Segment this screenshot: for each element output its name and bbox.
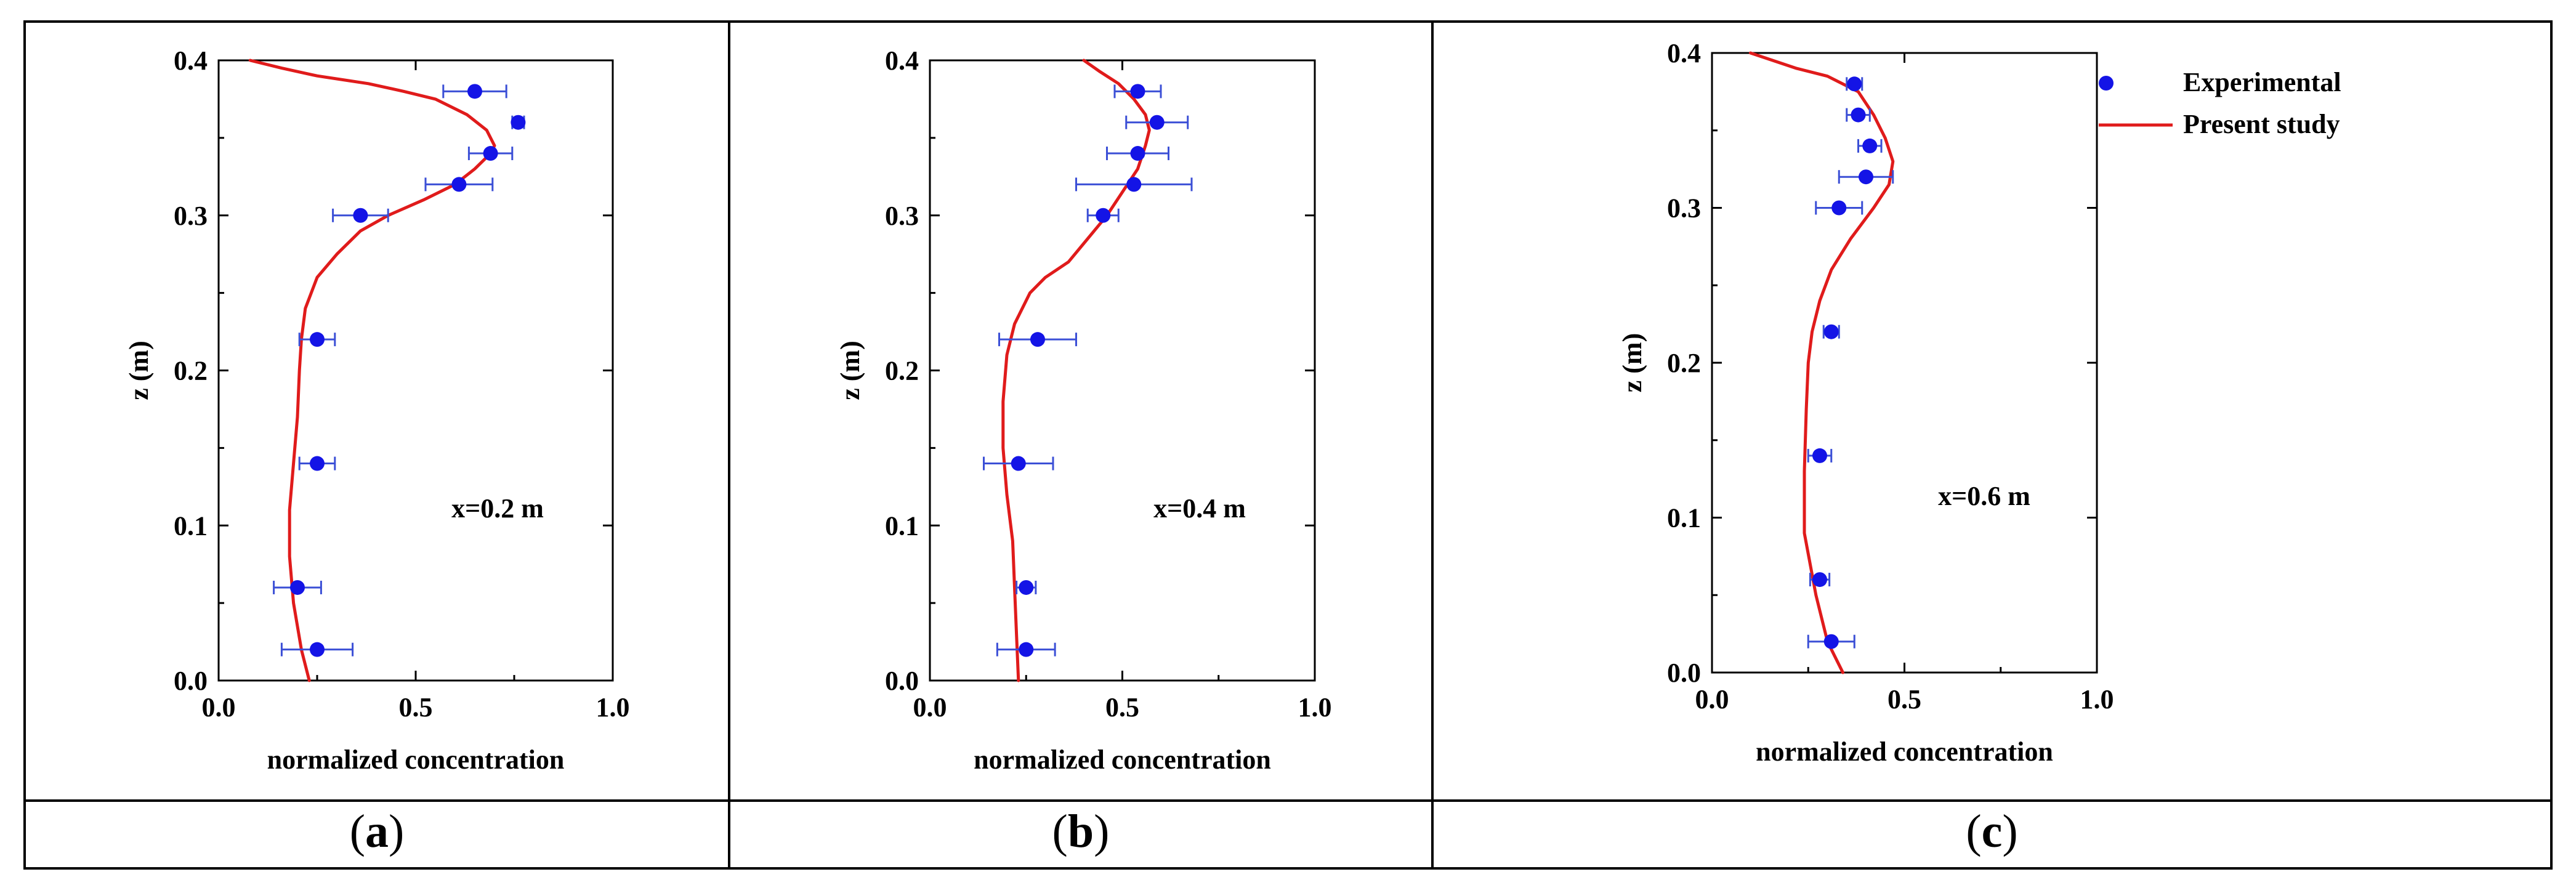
data-point bbox=[1862, 138, 1878, 153]
y-tick-label: 0.3 bbox=[174, 201, 208, 231]
data-point bbox=[1126, 177, 1142, 192]
data-point bbox=[1823, 634, 1839, 649]
legend-marker-experimental bbox=[2099, 76, 2114, 91]
y-tick-label: 0.1 bbox=[1667, 503, 1701, 533]
position-annotation: x=0.6 m bbox=[1938, 481, 2030, 511]
data-point bbox=[483, 146, 498, 161]
x-tick-label: 1.0 bbox=[1298, 692, 1332, 722]
data-point bbox=[1011, 456, 1026, 471]
data-point bbox=[310, 642, 325, 657]
caption-b-letter: b bbox=[1067, 806, 1094, 857]
x-tick-label: 1.0 bbox=[596, 692, 630, 722]
x-tick-label: 0.5 bbox=[1105, 692, 1139, 722]
y-tick-label: 0.3 bbox=[1667, 193, 1701, 224]
data-point bbox=[1019, 642, 1034, 657]
caption-b: (b) bbox=[1052, 806, 1110, 857]
table-frame bbox=[23, 20, 2553, 870]
data-point bbox=[1149, 115, 1165, 130]
y-tick-label: 0.2 bbox=[885, 356, 919, 386]
y-axis-label: z (m) bbox=[835, 341, 865, 400]
model-line bbox=[1001, 59, 1151, 682]
model-line bbox=[1749, 51, 1895, 674]
position-annotation: x=0.2 m bbox=[451, 493, 544, 523]
y-tick-label: 0.2 bbox=[1667, 348, 1701, 378]
legend-label-model: Present study bbox=[2183, 109, 2340, 139]
data-point bbox=[1812, 572, 1827, 588]
y-tick-label: 0.0 bbox=[174, 666, 208, 696]
y-tick-label: 0.4 bbox=[885, 46, 919, 76]
data-point bbox=[451, 177, 467, 192]
y-tick-label: 0.0 bbox=[885, 666, 919, 696]
data-point bbox=[1847, 76, 1862, 92]
data-point bbox=[1130, 146, 1145, 161]
y-tick-label: 0.3 bbox=[885, 201, 919, 231]
data-point bbox=[1096, 208, 1111, 223]
x-tick-label: 0.0 bbox=[913, 692, 947, 722]
x-axis-label: normalized concentration bbox=[267, 745, 565, 775]
y-axis-label: z (m) bbox=[1617, 333, 1647, 393]
legend-label-experimental: Experimental bbox=[2183, 67, 2341, 97]
x-tick-label: 0.5 bbox=[1888, 684, 1921, 714]
x-tick-label: 0.5 bbox=[399, 692, 433, 722]
plot-frame bbox=[1711, 52, 2098, 674]
y-tick-label: 0.1 bbox=[885, 511, 919, 541]
chart-panel-a: 0.0 0.5 1.0 0.0 0.1 0.2 0.3 0.4 normalized conce… bbox=[124, 46, 630, 775]
x-axis-label: normalized concentration bbox=[974, 745, 1271, 775]
data-point bbox=[290, 580, 305, 595]
table-border bbox=[23, 20, 2553, 870]
data-point bbox=[1831, 200, 1847, 216]
y-tick-label: 0.4 bbox=[174, 46, 208, 76]
y-tick-label: 0.4 bbox=[1667, 38, 1701, 68]
x-tick-label: 0.0 bbox=[1695, 684, 1729, 714]
data-point bbox=[1812, 448, 1827, 463]
data-point bbox=[1019, 580, 1034, 595]
chart-panel-c: 0.0 0.5 1.0 0.0 0.1 0.2 0.3 0.4 normalized conce… bbox=[1617, 38, 2341, 767]
data-point bbox=[1130, 84, 1145, 99]
data-point bbox=[511, 115, 526, 130]
y-tick-label: 0.0 bbox=[1667, 658, 1701, 688]
caption-a: (a) bbox=[349, 806, 405, 857]
x-axis-label: normalized concentration bbox=[1756, 737, 2053, 767]
y-axis-label: z (m) bbox=[124, 341, 154, 400]
x-tick-label: 1.0 bbox=[2080, 684, 2114, 714]
caption-c: (c) bbox=[1966, 806, 2018, 857]
data-point bbox=[1851, 107, 1866, 123]
data-point bbox=[353, 208, 368, 223]
data-point bbox=[1823, 324, 1839, 339]
position-annotation: x=0.4 m bbox=[1153, 493, 1246, 523]
x-tick-label: 0.0 bbox=[202, 692, 236, 722]
chart-panel-b: 0.0 0.5 1.0 0.0 0.1 0.2 0.3 0.4 normalized conce… bbox=[835, 46, 1332, 775]
caption-a-letter: a bbox=[365, 806, 389, 857]
data-point bbox=[467, 84, 482, 99]
data-point bbox=[1030, 332, 1045, 347]
y-tick-label: 0.1 bbox=[174, 511, 208, 541]
data-point bbox=[310, 456, 325, 471]
data-point bbox=[1859, 169, 1873, 185]
y-tick-label: 0.2 bbox=[174, 356, 208, 386]
data-point bbox=[310, 332, 325, 347]
caption-c-letter: c bbox=[1981, 806, 2003, 857]
